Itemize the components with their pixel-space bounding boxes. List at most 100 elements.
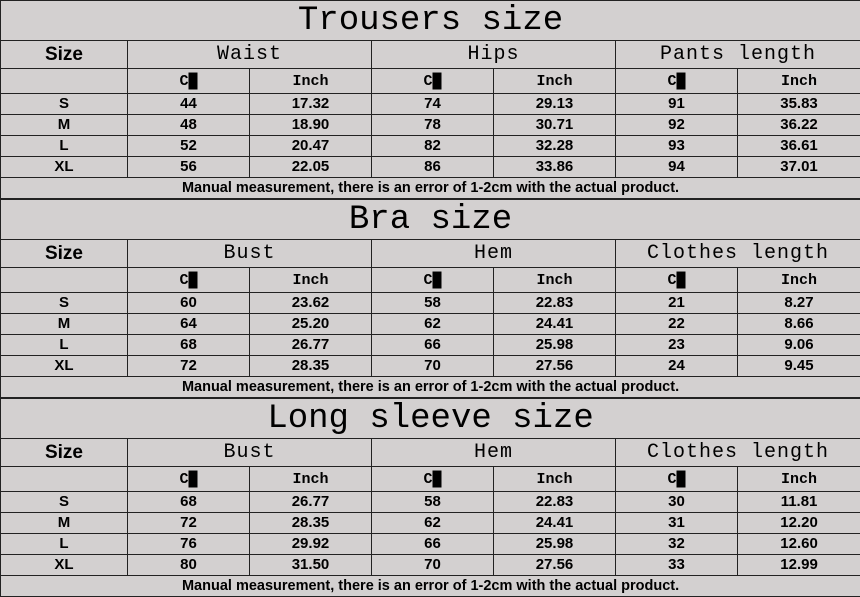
measure-header: Clothes length [616,240,860,268]
size-header: Size [1,439,128,467]
value-cell: 12.99 [738,555,860,576]
empty-cell [1,268,128,293]
unit-cell: C█ [372,268,494,293]
value-cell: 70 [372,356,494,377]
value-cell: 30.71 [494,115,616,136]
value-cell: 24.41 [494,314,616,335]
value-cell: 28.35 [250,513,372,534]
unit-cell: Inch [738,69,860,94]
value-cell: 36.22 [738,115,860,136]
value-cell: 25.20 [250,314,372,335]
title-row: Bra size [1,200,860,240]
note-row: Manual measurement, there is an error of… [1,377,860,398]
empty-cell [1,69,128,94]
size-cell: M [1,513,128,534]
size-cell: L [1,534,128,555]
note-row: Manual measurement, there is an error of… [1,178,860,199]
value-cell: 80 [128,555,250,576]
value-cell: 29.92 [250,534,372,555]
size-cell: XL [1,555,128,576]
size-header: Size [1,41,128,69]
value-cell: 68 [128,335,250,356]
value-cell: 18.90 [250,115,372,136]
value-cell: 60 [128,293,250,314]
value-cell: 32.28 [494,136,616,157]
value-cell: 22 [616,314,738,335]
measure-header: Bust [128,439,372,467]
unit-cell: C█ [128,69,250,94]
value-cell: 11.81 [738,492,860,513]
value-cell: 24.41 [494,513,616,534]
value-cell: 27.56 [494,356,616,377]
value-cell: 82 [372,136,494,157]
unit-cell: C█ [372,69,494,94]
value-cell: 25.98 [494,534,616,555]
measure-header: Clothes length [616,439,860,467]
size-cell: S [1,492,128,513]
value-cell: 12.20 [738,513,860,534]
value-cell: 31.50 [250,555,372,576]
measure-header: Hem [372,439,616,467]
size-cell: S [1,293,128,314]
value-cell: 22.05 [250,157,372,178]
unit-cell: Inch [494,268,616,293]
unit-cell: C█ [616,69,738,94]
unit-cell: Inch [738,467,860,492]
value-cell: 36.61 [738,136,860,157]
value-cell: 17.32 [250,94,372,115]
empty-cell [1,467,128,492]
value-cell: 30 [616,492,738,513]
size-cell: L [1,335,128,356]
section-title: Bra size [1,200,860,240]
size-cell: L [1,136,128,157]
value-cell: 62 [372,513,494,534]
measure-header: Hips [372,41,616,69]
size-cell: XL [1,157,128,178]
value-cell: 72 [128,356,250,377]
value-cell: 76 [128,534,250,555]
size-cell: M [1,314,128,335]
value-cell: 29.13 [494,94,616,115]
value-cell: 8.27 [738,293,860,314]
value-cell: 31 [616,513,738,534]
value-cell: 70 [372,555,494,576]
value-cell: 66 [372,335,494,356]
value-cell: 26.77 [250,492,372,513]
size-cell: S [1,94,128,115]
value-cell: 66 [372,534,494,555]
value-cell: 58 [372,492,494,513]
unit-cell: Inch [494,69,616,94]
measurement-note: Manual measurement, there is an error of… [1,576,860,597]
unit-cell: C█ [128,268,250,293]
value-cell: 56 [128,157,250,178]
value-cell: 21 [616,293,738,314]
size-header: Size [1,240,128,268]
value-cell: 35.83 [738,94,860,115]
unit-cell: C█ [616,268,738,293]
value-cell: 68 [128,492,250,513]
value-cell: 26.77 [250,335,372,356]
unit-cell: Inch [250,268,372,293]
measurement-note: Manual measurement, there is an error of… [1,178,860,199]
unit-cell: Inch [494,467,616,492]
value-cell: 28.35 [250,356,372,377]
unit-cell: Inch [250,467,372,492]
value-cell: 58 [372,293,494,314]
value-cell: 92 [616,115,738,136]
value-cell: 22.83 [494,492,616,513]
unit-cell: C█ [616,467,738,492]
value-cell: 8.66 [738,314,860,335]
value-cell: 33 [616,555,738,576]
